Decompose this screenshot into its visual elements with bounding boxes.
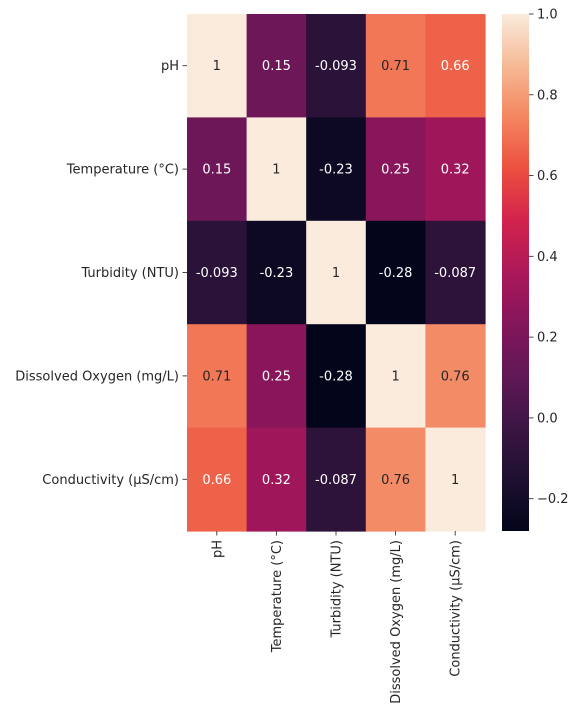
cell-label-1-3: 0.25 [381,163,410,178]
cell-label-3-3: 1 [391,369,399,384]
y-tick-label: Turbidity (NTU) [80,266,179,281]
heatmap-cell-3-3 [365,324,426,429]
x-tick-label: Conductivity (µS/cm) [449,540,464,677]
cell-label-1-2: -0.23 [319,163,353,178]
heatmap-cell-1-0 [187,117,248,222]
x-tick-label: Dissolved Oxygen (mg/L) [389,540,404,704]
y-tick-label: pH [161,59,179,74]
cell-label-4-2: -0.087 [315,473,357,488]
cell-label-1-0: 0.15 [202,163,231,178]
y-tick-label: Conductivity (µS/cm) [42,473,179,488]
heatmap-cell-0-1 [246,14,307,118]
cell-label-0-0: 1 [213,59,221,74]
heatmap-cell-1-3 [365,117,426,222]
cell-label-0-1: 0.15 [262,59,291,74]
heatmap-cell-3-1 [246,324,307,429]
x-tick-label: Temperature (°C) [270,540,285,653]
colorbar: −0.2 0.0 0.2 0.4 0.6 0.8 1.0 [502,8,569,531]
cell-label-2-4: -0.087 [434,266,476,281]
y-tick-label: Dissolved Oxygen (mg/L) [15,369,179,384]
heatmap-cell-0-0 [187,14,248,118]
cell-label-3-0: 0.71 [202,369,231,384]
heatmap-cell-4-4 [425,427,486,532]
cell-label-4-4: 1 [451,473,459,488]
cell-label-4-3: 0.76 [381,473,410,488]
heatmap-cells: 1 0.15 -0.093 0.71 0.66 0.15 1 -0.23 0.25 0.32 -0.… [187,14,486,532]
heatmap-cell-1-4 [425,117,486,222]
colorbar-gradient [502,14,529,531]
cell-label-1-1: 1 [272,163,280,178]
heatmap-cell-4-0 [187,427,248,532]
colorbar-tick-label: 0.4 [537,250,558,265]
cell-label-3-2: -0.28 [319,369,353,384]
colorbar-tick-label: −0.2 [537,492,569,507]
colorbar-tick-label: 1.0 [537,8,558,23]
cell-label-2-2: 1 [332,266,340,281]
heatmap-cell-2-4 [425,220,486,325]
cell-label-3-4: 0.76 [441,369,470,384]
cell-label-4-1: 0.32 [262,473,291,488]
heatmap-cell-3-0 [187,324,248,429]
y-axis: pH Temperature (°C) Turbidity (NTU) Dissolv… [15,59,187,488]
heatmap-cell-4-2 [306,427,367,532]
cell-label-3-1: 0.25 [262,369,291,384]
x-tick-label: pH [210,540,225,558]
y-tick-label: Temperature (°C) [66,163,179,178]
cell-label-0-4: 0.66 [441,59,470,74]
heatmap-cell-2-3 [365,220,426,325]
heatmap-cell-4-3 [365,427,426,532]
colorbar-tick-label: 0.8 [537,88,558,103]
colorbar-tick-label: 0.2 [537,331,558,346]
heatmap-cell-2-1 [246,220,307,325]
heatmap-cell-2-2 [306,220,367,325]
cell-label-2-0: -0.093 [196,266,238,281]
heatmap-cell-2-0 [187,220,248,325]
heatmap-cell-3-4 [425,324,486,429]
heatmap-cell-4-1 [246,427,307,532]
colorbar-tick-label: 0.0 [537,411,558,426]
cell-label-0-3: 0.71 [381,59,410,74]
heatmap-cell-1-2 [306,117,367,222]
heatmap-cell-0-2 [306,14,367,118]
x-axis: pH Temperature (°C) Turbidity (NTU) Dissolv… [210,531,464,704]
heatmap-cell-0-4 [425,14,486,118]
heatmap-cell-0-3 [365,14,426,118]
cell-label-4-0: 0.66 [202,473,231,488]
x-tick-label: Turbidity (NTU) [330,540,345,639]
colorbar-tick-label: 0.6 [537,169,558,184]
cell-label-0-2: -0.093 [315,59,357,74]
heatmap-cell-1-1 [246,117,307,222]
cell-label-2-1: -0.23 [260,266,294,281]
cell-label-1-4: 0.32 [441,163,470,178]
cell-label-2-3: -0.28 [379,266,413,281]
heatmap-cell-3-2 [306,324,367,429]
